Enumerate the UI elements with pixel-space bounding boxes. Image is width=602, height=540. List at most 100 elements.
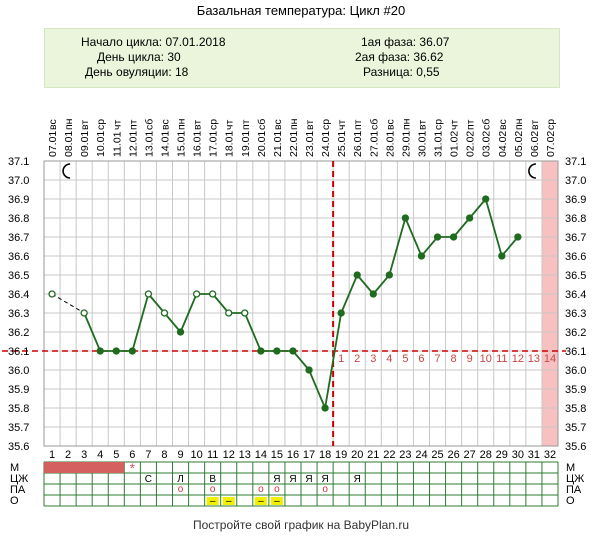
day-number-label: 21 [367,449,379,461]
table-row-label-right: ПА [566,484,582,496]
temperature-segment [211,293,230,314]
date-label: 31.01 [433,131,445,157]
plot-border [43,160,559,447]
temperature-segment [372,274,391,295]
weekday-label: вс [497,119,509,130]
luteal-day-number: 5 [402,353,408,365]
temperature-segment [179,293,198,333]
y-tick-label-left: 36.2 [8,327,29,339]
temperature-segment [83,312,102,352]
y-tick-label-right: 36.1 [565,346,586,358]
date-label: 06.02 [529,131,541,157]
y-tick-label-right: 36.5 [565,270,586,282]
temperature-point [353,271,361,279]
date-label: 03.02 [481,131,493,157]
temperature-segment [51,293,85,314]
y-tick-label-right: 36.9 [565,194,586,206]
day-number-label: 20 [351,449,363,461]
date-label: 14.01 [159,131,171,157]
weekday-label: ср [95,119,107,130]
y-tick-label-left: 35.9 [8,384,29,396]
temperature-point [337,309,345,317]
day-number-label: 30 [512,449,524,461]
day-number-label: 31 [528,449,540,461]
y-tick-label-right: 35.9 [565,384,586,396]
day-number-label: 28 [480,449,492,461]
other-mark-box [206,497,219,505]
table-row-label: М [10,462,19,474]
weekday-label: пн [513,118,525,130]
weekday-label: ср [208,119,220,130]
luteal-day-number: 3 [370,353,376,365]
y-tick-label-left: 35.6 [8,441,29,453]
date-label: 19.01 [240,131,252,157]
phase2-label: 2ая фаза: 36.62 [355,50,444,64]
y-tick-label-left: 36.8 [8,213,29,225]
date-label: 15.01 [176,131,188,157]
date-label: 26.01 [352,131,364,157]
highlight-column [541,161,558,446]
other-mark-box [222,497,235,505]
y-tick-label-right: 36.6 [565,251,586,263]
temperature-segment [388,217,407,276]
temperature-segment [163,312,182,333]
table-row-label-right: О [566,495,575,507]
y-tick-label-right: 36.0 [565,365,586,377]
temperature-segment [420,236,439,257]
luteal-day-number: 11 [496,353,507,365]
cervical-fluid-mark: Я [305,474,312,485]
temperature-point [273,347,281,355]
temperature-point [321,404,329,412]
day-number-label: 12 [223,449,235,461]
weekday-label: пн [400,118,412,130]
weekday-label: пн [176,118,188,130]
day-number-label: 6 [129,449,135,461]
temperature-point [466,214,474,222]
day-number-label: 5 [113,449,119,461]
temperature-point [176,328,185,336]
temperature-segment [404,217,423,257]
day-number-label: 29 [496,449,508,461]
day-number-label: 19 [335,449,347,461]
temperature-point [209,290,217,298]
day-number-label: 26 [447,449,459,461]
luteal-day-number: 7 [434,353,440,365]
date-label: 21.01 [272,131,284,157]
luteal-day-number: 13 [528,353,540,365]
weekday-label: вт [304,120,316,130]
table-row-label: О [10,495,19,507]
chart-title: Базальная температура: Цикл #20 [196,3,406,18]
y-tick-label-left: 36.6 [8,251,29,263]
weekday-label: ср [545,119,557,130]
luteal-day-number: 6 [418,353,424,365]
date-label: 29.01 [400,131,412,157]
date-label: 10.01 [95,131,107,157]
luteal-day-number: 4 [386,353,392,365]
other-mark: – [258,496,264,507]
y-tick-label-right: 35.8 [565,403,586,415]
weekday-label: вс [159,119,171,130]
cervical-fluid-mark: Я [273,474,280,485]
table-row-label-right: М [566,462,575,474]
y-tick-label-left: 35.8 [8,403,29,415]
y-tick-label-right: 36.3 [565,308,586,320]
cycle-day-label: День цикла: 30 [97,50,181,64]
y-tick-label-left: 36.9 [8,194,29,206]
y-tick-label-left: 36.1 [8,346,29,358]
day-number-label: 8 [161,449,167,461]
y-tick-label-right: 35.6 [565,441,586,453]
day-number-label: 1 [49,449,55,461]
day-number-label: 10 [190,449,202,461]
weekday-label: пт [352,119,364,130]
weekday-label: пн [63,118,75,130]
temperature-point [48,290,56,298]
day-number-label: 3 [81,449,87,461]
temperature-point [514,233,522,241]
ovulation-day-label: День овуляции: 18 [85,65,189,79]
temperature-segment [468,198,487,219]
cervical-fluid-mark: Я [354,474,361,485]
intercourse-mark: o [274,484,280,495]
moon-icon [62,163,71,179]
temperature-point [289,347,297,355]
